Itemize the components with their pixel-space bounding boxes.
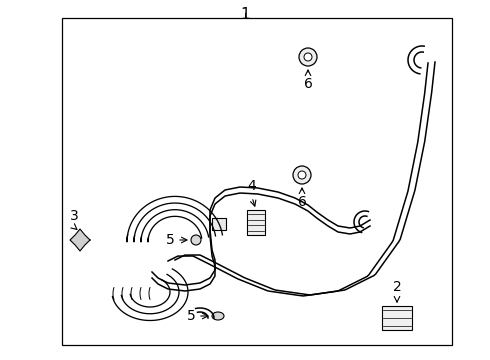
Text: 1: 1 — [240, 7, 250, 22]
Circle shape — [298, 171, 306, 179]
Text: 2: 2 — [392, 280, 401, 294]
Ellipse shape — [212, 312, 224, 320]
Text: 5: 5 — [166, 233, 175, 247]
Bar — [247, 210, 265, 235]
Text: 6: 6 — [304, 77, 313, 91]
Text: 4: 4 — [247, 179, 256, 193]
Bar — [62, 18, 452, 345]
Circle shape — [191, 235, 201, 245]
Circle shape — [304, 53, 312, 61]
Circle shape — [293, 166, 311, 184]
Text: 6: 6 — [297, 195, 306, 209]
Bar — [212, 218, 226, 230]
Circle shape — [299, 48, 317, 66]
Text: 3: 3 — [70, 209, 78, 223]
Polygon shape — [70, 229, 90, 251]
Bar — [382, 306, 412, 330]
Text: 5: 5 — [187, 309, 196, 323]
